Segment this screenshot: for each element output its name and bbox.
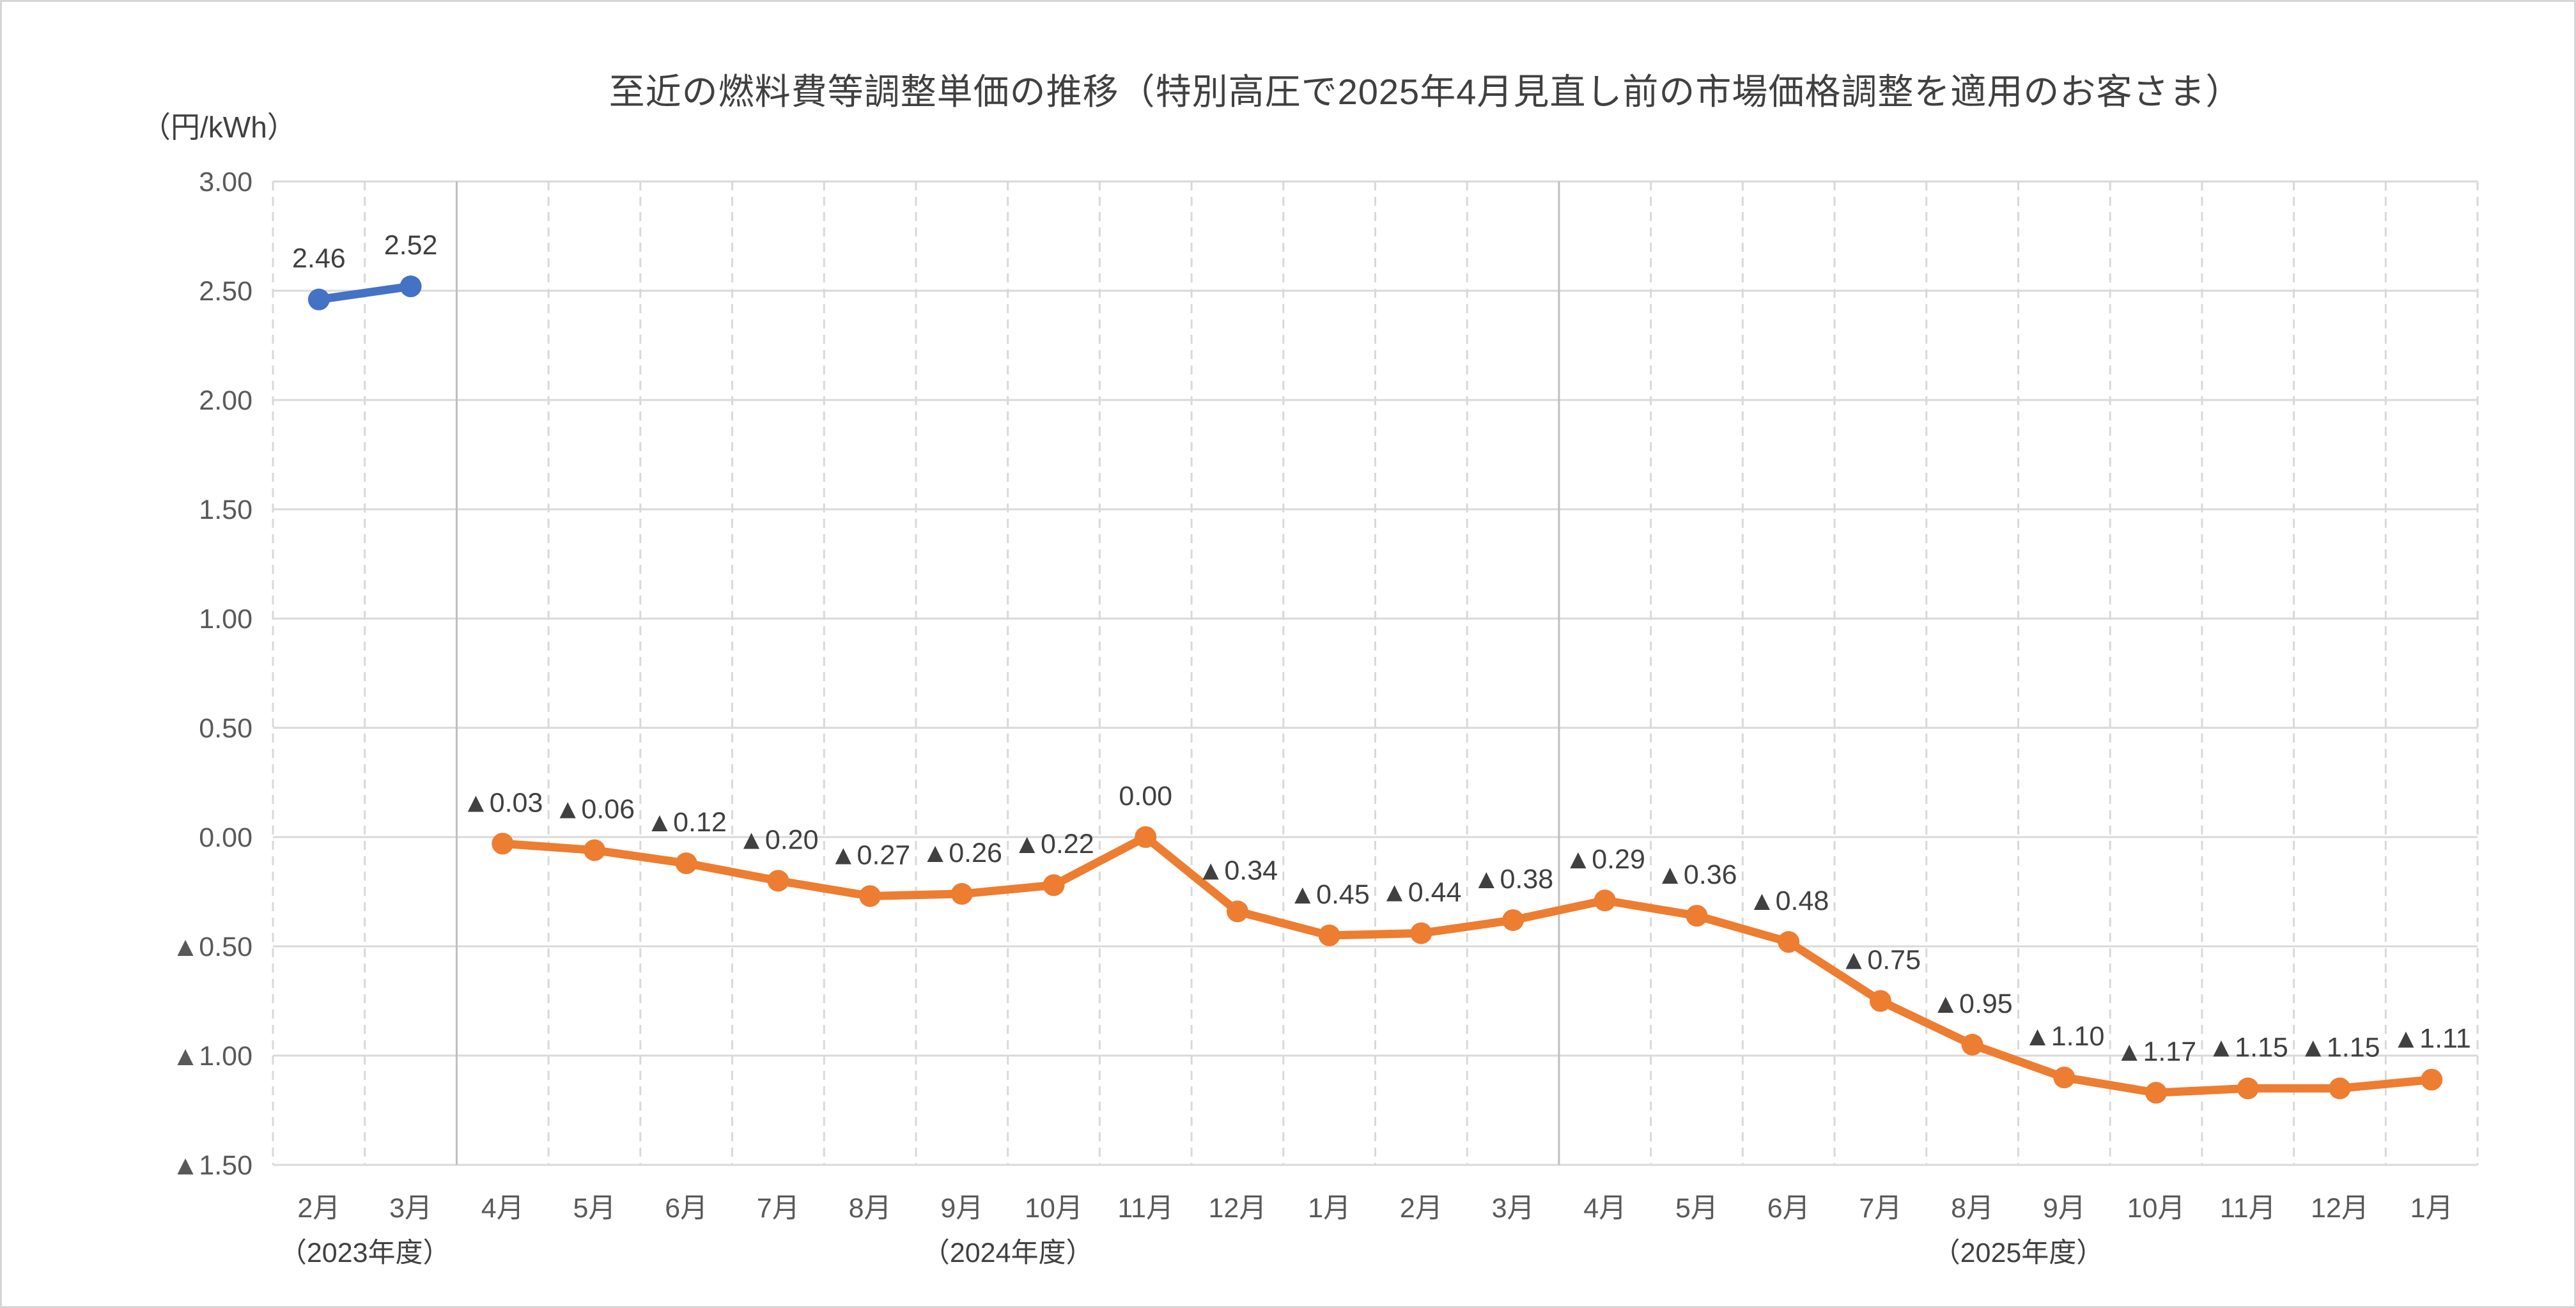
y-tick-label: ▲1.50 [172, 1150, 252, 1181]
data-label: ▲0.22 [1013, 829, 1094, 859]
data-label: ▲0.29 [1565, 844, 1645, 875]
data-point [1502, 909, 1525, 931]
data-point [1410, 922, 1432, 944]
month-label: 3月 [389, 1193, 432, 1224]
month-label: 4月 [481, 1193, 524, 1224]
data-point [492, 833, 514, 855]
data-label: ▲0.45 [1289, 879, 1370, 910]
month-label: 12月 [1209, 1193, 1267, 1224]
month-label: 5月 [1675, 1193, 1718, 1224]
data-label: ▲1.11 [2393, 1024, 2471, 1054]
data-point [2053, 1066, 2076, 1089]
month-label: 10月 [1025, 1193, 1083, 1224]
data-point [1686, 905, 1708, 927]
month-label: 10月 [2127, 1193, 2185, 1224]
data-label: ▲0.95 [1932, 989, 2012, 1019]
data-point [2421, 1068, 2443, 1091]
y-tick-label: 1.00 [199, 604, 252, 635]
month-label: 2月 [1400, 1193, 1443, 1224]
data-point [1226, 900, 1248, 923]
month-label: 8月 [849, 1193, 892, 1224]
data-point [400, 275, 422, 298]
data-point [1594, 889, 1616, 912]
data-label: ▲0.75 [1840, 945, 1921, 976]
month-label: 6月 [665, 1193, 708, 1224]
y-tick-label: ▲0.50 [172, 932, 252, 962]
data-label: ▲0.27 [830, 840, 910, 870]
data-point [2237, 1077, 2259, 1100]
data-label: ▲0.34 [1197, 855, 1278, 886]
data-label: ▲0.48 [1748, 886, 1829, 916]
month-label: 9月 [2043, 1193, 2086, 1224]
month-label: 1月 [1308, 1193, 1351, 1224]
y-tick-label: 0.00 [199, 822, 252, 853]
data-label: ▲0.03 [462, 787, 543, 818]
month-label: 12月 [2311, 1193, 2369, 1224]
data-label: ▲0.06 [554, 794, 635, 825]
month-label: 9月 [940, 1193, 983, 1224]
data-label: ▲0.36 [1656, 859, 1737, 890]
data-label: ▲1.10 [2024, 1021, 2104, 1052]
month-label: 7月 [757, 1193, 800, 1224]
month-label: 1月 [2410, 1193, 2453, 1224]
series-blue-line [314, 282, 415, 304]
y-tick-label: 0.50 [199, 713, 252, 744]
chart-title: 至近の燃料費等調整単価の推移（特別高圧で2025年4月見直し前の市場価格調整を適… [609, 72, 2242, 112]
data-point [1961, 1033, 1983, 1056]
data-point [1778, 931, 1800, 953]
data-label: ▲1.15 [2299, 1032, 2380, 1063]
y-tick-label: 2.50 [199, 276, 252, 307]
month-label: 2月 [297, 1193, 340, 1224]
data-point [675, 852, 697, 875]
month-label: 5月 [573, 1193, 616, 1224]
y-axis-unit-label: （円/kWh） [141, 111, 297, 144]
series-orange-line [498, 833, 2436, 1097]
data-point [583, 839, 605, 861]
data-label: ▲1.17 [2116, 1036, 2196, 1067]
data-point [2145, 1082, 2168, 1104]
data-point [1318, 924, 1340, 946]
data-label: 0.00 [1119, 781, 1172, 812]
data-label: 2.52 [384, 230, 438, 261]
y-tick-label: 3.00 [199, 167, 252, 197]
data-label: ▲0.12 [646, 807, 727, 838]
fiscal-year-label: （2024年度） [922, 1238, 1094, 1268]
month-label: 11月 [1117, 1193, 1174, 1224]
month-label: 7月 [1859, 1193, 1902, 1224]
data-point [859, 885, 881, 907]
data-point [307, 288, 330, 311]
data-point [1043, 874, 1065, 896]
y-tick-label: 2.00 [199, 385, 252, 416]
month-label: 8月 [1951, 1193, 1994, 1224]
data-point [950, 882, 973, 905]
data-point [1869, 990, 1891, 1012]
data-label: 2.46 [292, 243, 346, 274]
month-label: 3月 [1492, 1193, 1535, 1224]
fiscal-year-label: （2023年度） [279, 1238, 451, 1268]
month-label: 11月 [2220, 1193, 2276, 1224]
y-tick-label: ▲1.00 [172, 1041, 252, 1072]
fiscal-year-label: （2025年度） [1933, 1238, 2104, 1268]
data-point [1135, 826, 1157, 848]
data-label: ▲0.26 [922, 838, 1002, 868]
data-label: ▲1.15 [2208, 1032, 2288, 1063]
month-label: 6月 [1767, 1193, 1810, 1224]
data-label: ▲0.20 [738, 824, 818, 855]
data-label: ▲0.38 [1473, 864, 1553, 895]
month-label: 4月 [1583, 1193, 1626, 1224]
data-point [767, 870, 789, 892]
data-point [2329, 1077, 2351, 1100]
y-tick-label: 1.50 [199, 495, 252, 525]
data-label: ▲0.44 [1381, 877, 1461, 907]
